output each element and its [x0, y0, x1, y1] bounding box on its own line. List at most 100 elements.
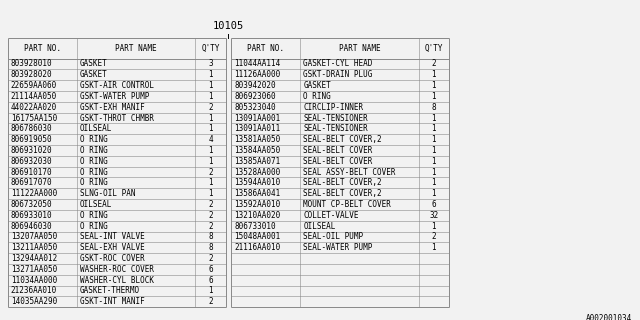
Text: A002001034: A002001034 [586, 314, 632, 320]
Text: 806933010: 806933010 [11, 211, 52, 220]
Text: 1: 1 [431, 157, 436, 166]
Text: 13091AA001: 13091AA001 [234, 114, 280, 123]
Text: WASHER-ROC COVER: WASHER-ROC COVER [80, 265, 154, 274]
Text: GASKET: GASKET [303, 81, 331, 90]
Text: 11044AA114: 11044AA114 [234, 60, 280, 68]
Text: 2: 2 [208, 254, 213, 263]
Text: 6: 6 [431, 200, 436, 209]
Text: 1: 1 [431, 243, 436, 252]
Text: 1: 1 [431, 70, 436, 79]
Text: 1: 1 [208, 124, 213, 133]
Text: 15048AA001: 15048AA001 [234, 232, 280, 241]
Text: 1: 1 [431, 135, 436, 144]
Text: 6: 6 [208, 276, 213, 285]
Text: 1: 1 [208, 189, 213, 198]
Text: 806946030: 806946030 [11, 222, 52, 231]
Text: 1: 1 [431, 189, 436, 198]
Text: PART NAME: PART NAME [115, 44, 157, 53]
Text: 1: 1 [208, 114, 213, 123]
Text: 1: 1 [208, 146, 213, 155]
Text: 4: 4 [208, 135, 213, 144]
Text: Q'TY: Q'TY [202, 44, 220, 53]
Text: GSKT-EXH MANIF: GSKT-EXH MANIF [80, 103, 145, 112]
Text: 2: 2 [208, 168, 213, 177]
Text: 806931020: 806931020 [11, 146, 52, 155]
Text: 16175AA150: 16175AA150 [11, 114, 57, 123]
Text: COLLET-VALVE: COLLET-VALVE [303, 211, 359, 220]
Text: 803942020: 803942020 [234, 81, 276, 90]
Text: 13528AA000: 13528AA000 [234, 168, 280, 177]
Text: OILSEAL: OILSEAL [80, 200, 113, 209]
Text: 1: 1 [208, 70, 213, 79]
Text: OILSEAL: OILSEAL [303, 222, 336, 231]
Text: O RING: O RING [80, 146, 108, 155]
Text: O RING: O RING [80, 222, 108, 231]
Text: 3: 3 [208, 60, 213, 68]
Text: GSKT-DRAIN PLUG: GSKT-DRAIN PLUG [303, 70, 372, 79]
Text: SEAL-BELT COVER: SEAL-BELT COVER [303, 157, 372, 166]
Text: 13585AA071: 13585AA071 [234, 157, 280, 166]
Text: GSKT-WATER PUMP: GSKT-WATER PUMP [80, 92, 149, 101]
Text: 806732050: 806732050 [11, 200, 52, 209]
Text: SLNG-OIL PAN: SLNG-OIL PAN [80, 189, 136, 198]
Text: 1: 1 [431, 114, 436, 123]
Text: 806923060: 806923060 [234, 92, 276, 101]
Text: 2: 2 [208, 297, 213, 306]
Text: GASKET: GASKET [80, 70, 108, 79]
Text: 8: 8 [208, 243, 213, 252]
Text: 13584AA050: 13584AA050 [234, 146, 280, 155]
Text: OILSEAL: OILSEAL [80, 124, 113, 133]
Text: 13594AA010: 13594AA010 [234, 178, 280, 188]
Text: 8: 8 [431, 103, 436, 112]
Text: 1: 1 [431, 124, 436, 133]
Text: 13271AA050: 13271AA050 [11, 265, 57, 274]
Text: 2: 2 [208, 211, 213, 220]
Text: 1: 1 [431, 178, 436, 188]
Text: GASKET-CYL HEAD: GASKET-CYL HEAD [303, 60, 372, 68]
Text: 2: 2 [208, 200, 213, 209]
Text: GASKET: GASKET [80, 60, 108, 68]
Text: 806786030: 806786030 [11, 124, 52, 133]
Text: 11122AA000: 11122AA000 [11, 189, 57, 198]
Text: 1: 1 [208, 286, 213, 295]
Text: SEAL-BELT COVER,2: SEAL-BELT COVER,2 [303, 189, 382, 198]
Text: 806919050: 806919050 [11, 135, 52, 144]
Text: 805323040: 805323040 [234, 103, 276, 112]
Text: 44022AA020: 44022AA020 [11, 103, 57, 112]
Text: 11034AA000: 11034AA000 [11, 276, 57, 285]
Text: SEAL-TENSIONER: SEAL-TENSIONER [303, 114, 368, 123]
Text: GASKET-THERMO: GASKET-THERMO [80, 286, 140, 295]
Text: SEAL ASSY-BELT COVER: SEAL ASSY-BELT COVER [303, 168, 396, 177]
Text: GSKT-ROC COVER: GSKT-ROC COVER [80, 254, 145, 263]
Text: 21116AA010: 21116AA010 [234, 243, 280, 252]
Text: 806917070: 806917070 [11, 178, 52, 188]
Text: CIRCLIP-INNER: CIRCLIP-INNER [303, 103, 364, 112]
Text: 1: 1 [208, 178, 213, 188]
Text: 2: 2 [431, 232, 436, 241]
Text: PART NAME: PART NAME [339, 44, 380, 53]
Text: 1: 1 [208, 81, 213, 90]
Text: SEAL-EXH VALVE: SEAL-EXH VALVE [80, 243, 145, 252]
Text: SEAL-INT VALVE: SEAL-INT VALVE [80, 232, 145, 241]
Text: 806932030: 806932030 [11, 157, 52, 166]
Text: SEAL-TENSIONER: SEAL-TENSIONER [303, 124, 368, 133]
Text: PART NO.: PART NO. [24, 44, 61, 53]
Text: 21236AA010: 21236AA010 [11, 286, 57, 295]
Text: 13592AA010: 13592AA010 [234, 200, 280, 209]
Text: 14035AA290: 14035AA290 [11, 297, 57, 306]
Text: WASHER-CYL BLOCK: WASHER-CYL BLOCK [80, 276, 154, 285]
Text: 1: 1 [431, 168, 436, 177]
Text: 2: 2 [208, 103, 213, 112]
Text: GSKT-AIR CONTROL: GSKT-AIR CONTROL [80, 81, 154, 90]
Text: O RING: O RING [80, 168, 108, 177]
Text: 806733010: 806733010 [234, 222, 276, 231]
Text: SEAL-OIL PUMP: SEAL-OIL PUMP [303, 232, 364, 241]
Text: Q'TY: Q'TY [425, 44, 443, 53]
Text: MOUNT CP-BELT COVER: MOUNT CP-BELT COVER [303, 200, 391, 209]
Text: 13210AA020: 13210AA020 [234, 211, 280, 220]
Text: O RING: O RING [80, 135, 108, 144]
Text: 21114AA050: 21114AA050 [11, 92, 57, 101]
Text: 1: 1 [208, 157, 213, 166]
Text: 13294AA012: 13294AA012 [11, 254, 57, 263]
Text: 13581AA050: 13581AA050 [234, 135, 280, 144]
